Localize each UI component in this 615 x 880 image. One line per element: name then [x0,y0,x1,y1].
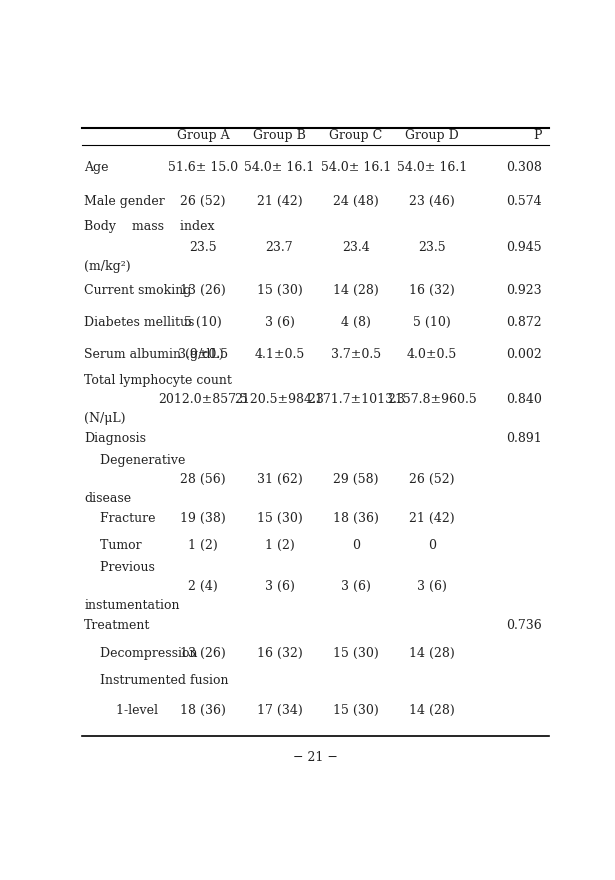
Text: 3 (6): 3 (6) [264,580,295,592]
Text: 15 (30): 15 (30) [256,512,303,524]
Text: 0.736: 0.736 [506,620,542,633]
Text: Group B: Group B [253,128,306,142]
Text: 54.0± 16.1: 54.0± 16.1 [244,161,314,173]
Text: 51.6± 15.0: 51.6± 15.0 [168,161,238,173]
Text: 21 (42): 21 (42) [409,512,454,524]
Text: 0.891: 0.891 [506,432,542,444]
Text: 2120.5±984.3: 2120.5±984.3 [234,392,324,406]
Text: 17 (34): 17 (34) [256,703,303,716]
Text: Treatment: Treatment [84,620,151,633]
Text: 26 (52): 26 (52) [180,194,226,208]
Text: 3 (6): 3 (6) [341,580,371,592]
Text: 23.5: 23.5 [189,241,217,253]
Text: disease: disease [84,492,131,504]
Text: 3 (6): 3 (6) [417,580,447,592]
Text: 4.0±0.5: 4.0±0.5 [407,348,457,362]
Text: Diabetes mellitus: Diabetes mellitus [84,316,194,329]
Text: 19 (38): 19 (38) [180,512,226,524]
Text: Group C: Group C [329,128,383,142]
Text: 0: 0 [428,539,436,552]
Text: 0.002: 0.002 [506,348,542,362]
Text: 0.872: 0.872 [506,316,542,329]
Text: 1 (2): 1 (2) [188,539,218,552]
Text: instumentation: instumentation [84,598,180,612]
Text: Serum albumin (g/dL): Serum albumin (g/dL) [84,348,224,362]
Text: 16 (32): 16 (32) [409,284,455,297]
Text: Previous: Previous [84,561,155,574]
Text: Body    mass    index: Body mass index [84,220,215,233]
Text: Decompression: Decompression [84,648,197,660]
Text: 23.5: 23.5 [418,241,446,253]
Text: Instrumented fusion: Instrumented fusion [84,674,229,686]
Text: 24 (48): 24 (48) [333,194,379,208]
Text: 0.945: 0.945 [506,241,542,253]
Text: 5 (10): 5 (10) [413,316,451,329]
Text: Group A: Group A [177,128,229,142]
Text: 15 (30): 15 (30) [256,284,303,297]
Text: Age: Age [84,161,108,173]
Text: 2171.7±1013.3: 2171.7±1013.3 [307,392,405,406]
Text: 2 (4): 2 (4) [188,580,218,592]
Text: 0: 0 [352,539,360,552]
Text: Male gender: Male gender [84,194,165,208]
Text: Fracture: Fracture [84,512,156,524]
Text: 15 (30): 15 (30) [333,648,379,660]
Text: 4 (8): 4 (8) [341,316,371,329]
Text: 1 (2): 1 (2) [264,539,295,552]
Text: 13 (26): 13 (26) [180,648,226,660]
Text: 28 (56): 28 (56) [180,473,226,486]
Text: 4.1±0.5: 4.1±0.5 [255,348,304,362]
Text: 0.923: 0.923 [506,284,542,297]
Text: 0.308: 0.308 [506,161,542,173]
Text: 1-level: 1-level [84,703,158,716]
Text: (m/kg²): (m/kg²) [84,260,130,274]
Text: Tumor: Tumor [84,539,141,552]
Text: 18 (36): 18 (36) [180,703,226,716]
Text: 2012.0±857.5: 2012.0±857.5 [158,392,248,406]
Text: 0.840: 0.840 [506,392,542,406]
Text: 21 (42): 21 (42) [256,194,302,208]
Text: 3 (6): 3 (6) [264,316,295,329]
Text: 2157.8±960.5: 2157.8±960.5 [387,392,477,406]
Text: P: P [533,128,542,142]
Text: Diagnosis: Diagnosis [84,432,146,444]
Text: 5 (10): 5 (10) [184,316,222,329]
Text: 14 (28): 14 (28) [409,703,455,716]
Text: (N/μL): (N/μL) [84,412,125,424]
Text: 14 (28): 14 (28) [409,648,455,660]
Text: Group D: Group D [405,128,459,142]
Text: 29 (58): 29 (58) [333,473,378,486]
Text: 23 (46): 23 (46) [409,194,455,208]
Text: 3.9±0.5: 3.9±0.5 [178,348,228,362]
Text: 3.7±0.5: 3.7±0.5 [331,348,381,362]
Text: Degenerative: Degenerative [84,453,185,466]
Text: 15 (30): 15 (30) [333,703,379,716]
Text: 23.7: 23.7 [266,241,293,253]
Text: 13 (26): 13 (26) [180,284,226,297]
Text: 14 (28): 14 (28) [333,284,379,297]
Text: 16 (32): 16 (32) [256,648,303,660]
Text: 54.0± 16.1: 54.0± 16.1 [397,161,467,173]
Text: 31 (62): 31 (62) [256,473,303,486]
Text: − 21 −: − 21 − [293,751,338,764]
Text: Total lymphocyte count: Total lymphocyte count [84,374,232,386]
Text: 54.0± 16.1: 54.0± 16.1 [320,161,391,173]
Text: 23.4: 23.4 [342,241,370,253]
Text: 18 (36): 18 (36) [333,512,379,524]
Text: 26 (52): 26 (52) [409,473,454,486]
Text: Current smoking: Current smoking [84,284,191,297]
Text: 0.574: 0.574 [506,194,542,208]
